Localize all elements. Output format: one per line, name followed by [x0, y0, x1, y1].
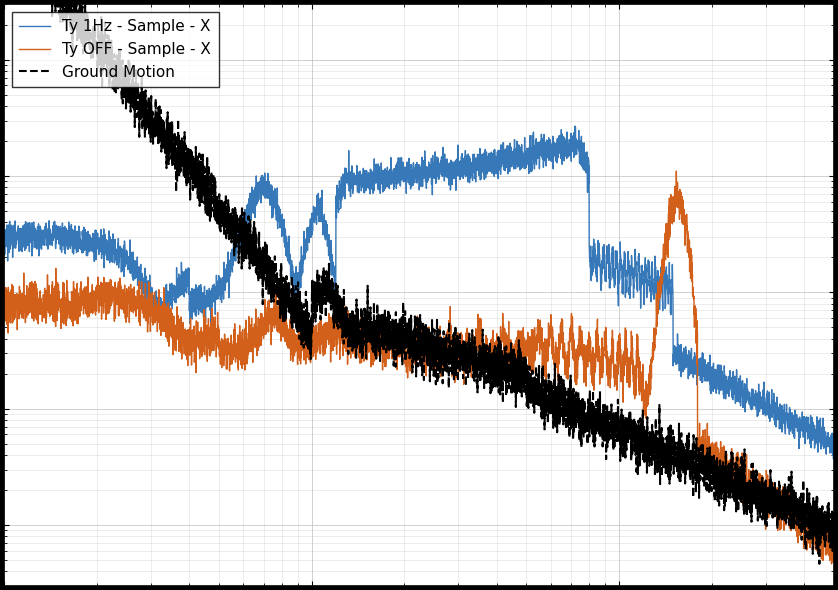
- Ty 1Hz - Sample - X: [150, 310, 160, 317]
- Ground Motion: [829, 516, 838, 523]
- Line: Ty OFF - Sample - X: Ty OFF - Sample - X: [4, 171, 834, 564]
- Line: Ground Motion: Ground Motion: [4, 0, 834, 564]
- Legend: Ty 1Hz - Sample - X, Ty OFF - Sample - X, Ground Motion: Ty 1Hz - Sample - X, Ty OFF - Sample - X…: [12, 12, 219, 87]
- Ty OFF - Sample - X: [0, 313, 9, 320]
- Ground Motion: [815, 560, 825, 568]
- Ty OFF - Sample - X: [497, 336, 507, 343]
- Ty 1Hz - Sample - X: [497, 160, 507, 168]
- Ty OFF - Sample - X: [618, 365, 628, 372]
- Ty 1Hz - Sample - X: [570, 123, 580, 130]
- Ty OFF - Sample - X: [316, 315, 326, 322]
- Line: Ty 1Hz - Sample - X: Ty 1Hz - Sample - X: [4, 126, 834, 459]
- Ground Motion: [316, 308, 326, 315]
- Ty 1Hz - Sample - X: [681, 362, 691, 369]
- Ty OFF - Sample - X: [671, 168, 681, 175]
- Ty 1Hz - Sample - X: [0, 227, 9, 234]
- Ty OFF - Sample - X: [150, 319, 160, 326]
- Ty 1Hz - Sample - X: [316, 212, 326, 219]
- Ty 1Hz - Sample - X: [829, 440, 838, 447]
- Ground Motion: [681, 440, 691, 447]
- Ty OFF - Sample - X: [829, 537, 838, 545]
- Ty 1Hz - Sample - X: [829, 455, 838, 463]
- Ty 1Hz - Sample - X: [539, 153, 549, 160]
- Ground Motion: [618, 440, 628, 447]
- Ty OFF - Sample - X: [826, 560, 836, 568]
- Ground Motion: [539, 415, 549, 422]
- Ty OFF - Sample - X: [681, 224, 691, 231]
- Ground Motion: [150, 119, 160, 126]
- Ty 1Hz - Sample - X: [618, 262, 628, 269]
- Ground Motion: [497, 348, 507, 355]
- Ty OFF - Sample - X: [539, 339, 549, 346]
